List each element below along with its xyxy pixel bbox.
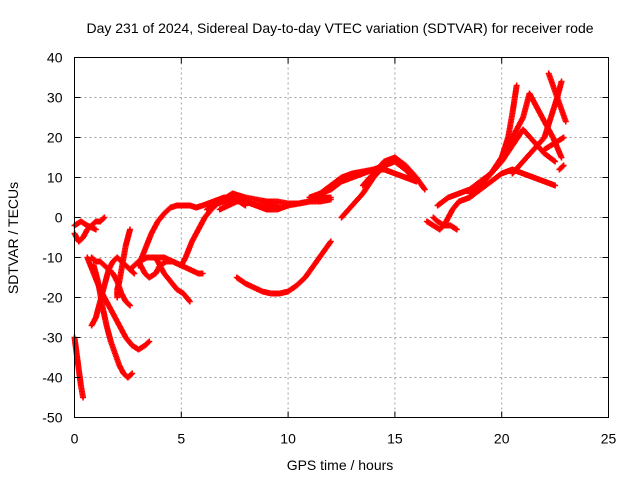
data-point (129, 370, 136, 377)
data-point (560, 134, 567, 141)
y-tick-label: 20 (47, 130, 63, 146)
series-arc-20 (359, 154, 428, 193)
data-point (127, 302, 134, 309)
y-tick-label: -50 (42, 410, 62, 426)
data-layer (71, 70, 569, 401)
data-point (186, 298, 193, 305)
grid-layer (74, 57, 609, 418)
data-point (327, 196, 334, 203)
data-point (100, 215, 107, 222)
data-point (199, 270, 206, 277)
data-point (562, 118, 569, 125)
series-arc-5 (90, 262, 136, 381)
y-tick-label: 30 (47, 90, 63, 106)
x-tick-label: 0 (71, 431, 79, 447)
data-point (92, 226, 99, 233)
data-point (421, 186, 428, 193)
data-point (560, 162, 567, 169)
series-arc-29 (541, 134, 567, 153)
y-axis-label: SDTVAR / TECUs (5, 182, 21, 294)
data-point (558, 78, 565, 85)
data-point (125, 301, 132, 308)
series-arc-28 (545, 70, 569, 125)
data-point (559, 163, 566, 170)
series-arc-3 (71, 334, 87, 401)
data-point (114, 294, 121, 301)
y-tick-label: -10 (42, 250, 62, 266)
y-tick-label: -30 (42, 330, 62, 346)
data-point (80, 394, 87, 401)
series-arc-30 (556, 162, 567, 173)
data-point (453, 226, 460, 233)
series-arc-12 (152, 254, 193, 305)
data-point (185, 297, 192, 304)
x-tick-label: 15 (387, 431, 403, 447)
y-tick-label: 10 (47, 170, 63, 186)
data-point (552, 158, 559, 165)
x-tick-label: 5 (177, 431, 185, 447)
chart-title: Day 231 of 2024, Sidereal Day-to-day VTE… (86, 20, 593, 36)
data-point (131, 270, 138, 277)
data-point (145, 339, 152, 346)
data-point (146, 338, 153, 345)
y-tick-label: -20 (42, 290, 62, 306)
series-arc-6 (88, 254, 138, 329)
data-point (101, 214, 108, 221)
y-tick-label: 40 (47, 50, 63, 66)
y-tick-label: -40 (42, 370, 62, 386)
data-point (513, 82, 520, 89)
x-tick-label: 25 (601, 431, 617, 447)
axis-layer: 0 5 10 15 20 25 -50 -40 -30 -20 -10 0 10 20 30 40 (42, 50, 616, 447)
data-point (558, 154, 565, 161)
series-arc-22 (430, 214, 460, 233)
y-tick-label: 0 (55, 210, 63, 226)
x-tick-label: 10 (280, 431, 296, 447)
x-tick-label: 20 (494, 431, 510, 447)
data-point (128, 371, 135, 378)
series-arc-8 (114, 226, 134, 301)
data-point (327, 238, 334, 245)
data-point (552, 182, 559, 189)
series-arc-27 (509, 78, 565, 177)
series-arc-26 (498, 166, 559, 189)
series-arc-15 (216, 196, 334, 213)
data-point (130, 269, 137, 276)
series-arc-16 (233, 238, 334, 297)
plot-frame (74, 57, 609, 418)
x-axis-label: GPS time / hours (287, 457, 394, 473)
data-point (550, 157, 557, 164)
